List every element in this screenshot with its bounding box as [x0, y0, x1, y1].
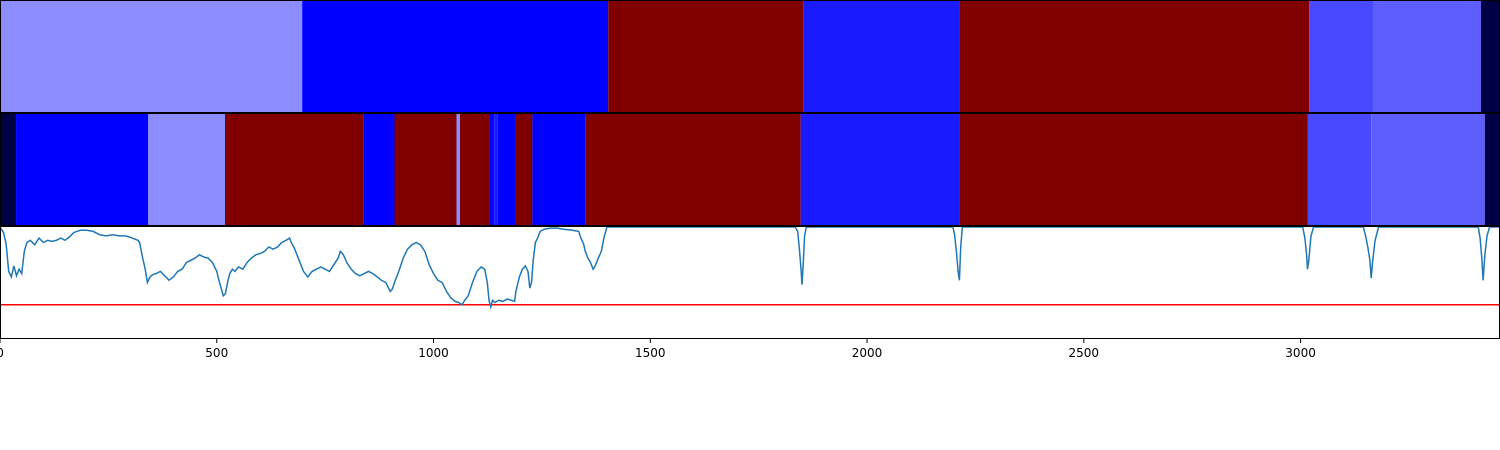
strip-1-segment-1 — [302, 1, 609, 112]
strip-2-segment-10 — [497, 114, 516, 225]
strip-2-segment-11 — [515, 114, 533, 225]
x-tick-label-2000: 2000 — [852, 346, 883, 360]
strip-1-segment-4 — [959, 1, 1310, 112]
series-line — [0, 226, 1500, 310]
x-tick-label-1500: 1500 — [635, 346, 666, 360]
x-tick-label-2500: 2500 — [1069, 346, 1100, 360]
line-panel — [0, 226, 1500, 310]
strip-2-segment-0 — [0, 114, 17, 225]
strip-2-segment-6 — [456, 114, 460, 225]
strip-1-segment-6 — [1373, 1, 1481, 112]
strip-2-segment-4 — [363, 114, 395, 225]
x-axis: 0 500 1000 1500 2000 2500 3000 — [0, 338, 1316, 360]
segment-strip-2 — [0, 114, 1500, 225]
strip-2-segment-17 — [1371, 114, 1485, 225]
strip-2-segment-8 — [489, 114, 495, 225]
strip-2-segment-16 — [1307, 114, 1372, 225]
strip-2-segment-7 — [459, 114, 490, 225]
strip-2-segment-15 — [959, 114, 1308, 225]
strip-2-segment-12 — [532, 114, 586, 225]
x-tick-label-3000: 3000 — [1285, 346, 1316, 360]
strip-2-segment-2 — [148, 114, 225, 225]
segment-strip-1 — [0, 1, 1500, 112]
strip-1-segment-0 — [0, 1, 303, 112]
strip-1-segment-7 — [1480, 1, 1500, 112]
x-tick-label-0: 0 — [0, 346, 4, 360]
strip-2-segment-3 — [225, 114, 364, 225]
strip-2-segment-5 — [394, 114, 457, 225]
x-tick-label-500: 500 — [205, 346, 228, 360]
strip-2-segment-9 — [494, 114, 498, 225]
strip-1-segment-2 — [608, 1, 804, 112]
x-tick-label-1000: 1000 — [418, 346, 449, 360]
strip-2-segment-13 — [585, 114, 801, 225]
panel-frame-3 — [0, 226, 1500, 339]
strip-1-segment-5 — [1309, 1, 1374, 112]
strip-2-segment-1 — [16, 114, 149, 225]
strip-2-segment-14 — [800, 114, 960, 225]
strip-2-segment-18 — [1484, 114, 1500, 225]
strip-1-segment-3 — [803, 1, 960, 112]
